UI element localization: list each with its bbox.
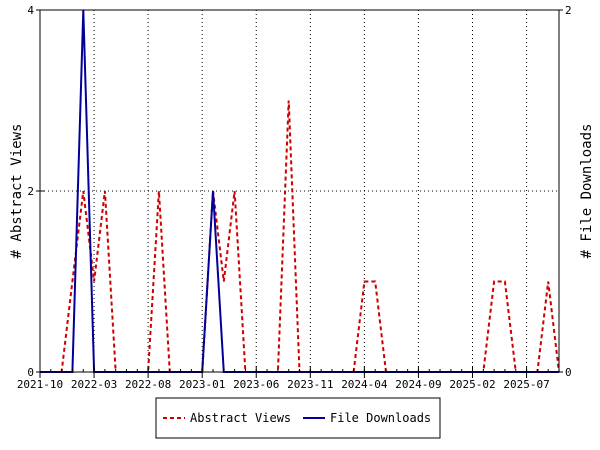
x-tick-label: 2025-07 xyxy=(503,378,549,391)
y-right-tick-label: 0 xyxy=(565,366,572,379)
axis-ticks xyxy=(36,9,563,378)
x-tick-label: 2023-06 xyxy=(233,378,279,391)
x-tick-label: 2022-08 xyxy=(125,378,171,391)
series-lines xyxy=(40,9,560,373)
x-tick-label: 2022-03 xyxy=(71,378,117,391)
series-line-file-downloads xyxy=(40,9,559,373)
gridlines xyxy=(39,10,559,372)
plot-area-frame xyxy=(39,9,560,373)
y-left-tick-label: 2 xyxy=(27,185,34,198)
x-tick-label: 2023-01 xyxy=(179,378,225,391)
y-axis-right-title: # File Downloads xyxy=(579,124,595,259)
x-tick-label: 2024-04 xyxy=(341,378,388,391)
x-tick-label: 2024-09 xyxy=(395,378,441,391)
x-tick-label: 2023-11 xyxy=(287,378,333,391)
x-tick-label: 2021-10 xyxy=(17,378,63,391)
legend-label-abstract-views: Abstract Views xyxy=(190,411,291,425)
series-line-abstract-views xyxy=(40,100,560,373)
legend-box xyxy=(155,397,441,439)
y-right-tick-label: 2 xyxy=(565,4,572,17)
y-left-tick-label: 4 xyxy=(27,4,34,17)
legend: Abstract Views File Downloads xyxy=(155,397,441,439)
y-axis-left-title: # Abstract Views xyxy=(9,124,25,259)
tick-labels: 2021-10 2022-03 2022-08 2023-01 2023-06 2023-… xyxy=(17,4,572,391)
y-left-tick-label: 0 xyxy=(27,366,34,379)
x-tick-label: 2025-02 xyxy=(449,378,495,391)
legend-label-file-downloads: File Downloads xyxy=(330,411,431,425)
